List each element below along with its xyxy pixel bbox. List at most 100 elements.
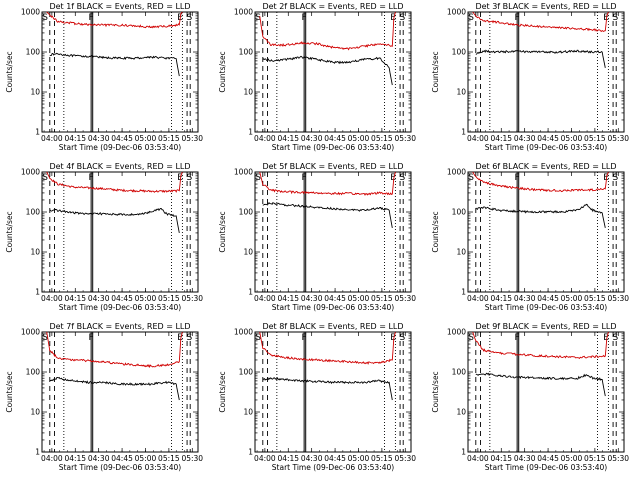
x-tick-label: 04:00 bbox=[41, 134, 63, 143]
marker-label-e: E bbox=[390, 333, 396, 343]
marker-label-f: F bbox=[89, 173, 94, 183]
y-axis-label: Counts/sec bbox=[218, 371, 227, 412]
y-tick-label: 10 bbox=[456, 88, 466, 97]
x-tick-label: 05:15 bbox=[371, 294, 393, 303]
marker-label-f: F bbox=[89, 333, 94, 343]
x-tick-label: 04:45 bbox=[111, 454, 133, 463]
marker-label-s: S bbox=[468, 173, 474, 183]
marker-label-f: F bbox=[515, 13, 520, 23]
y-axis-label: Counts/sec bbox=[5, 211, 14, 252]
plot-title: Det 4f BLACK = Events, RED = LLD bbox=[49, 162, 190, 171]
y-tick-label: 1 bbox=[35, 288, 40, 297]
y-axis-label: Counts/sec bbox=[5, 51, 14, 92]
lld-series-line bbox=[472, 171, 609, 193]
x-tick-label: 04:30 bbox=[514, 294, 536, 303]
x-tick-label: 05:15 bbox=[584, 294, 606, 303]
y-tick-label: 1000 bbox=[234, 8, 253, 17]
marker-label-e: E bbox=[390, 173, 396, 183]
lld-series-line bbox=[46, 171, 183, 193]
events-series-line bbox=[49, 376, 180, 401]
x-tick-label: 04:00 bbox=[467, 454, 489, 463]
x-tick-label: 04:15 bbox=[277, 294, 299, 303]
marker-label-f: F bbox=[89, 13, 94, 23]
x-tick-label: 04:15 bbox=[490, 454, 512, 463]
y-tick-label: 1 bbox=[35, 128, 40, 137]
y-tick-label: 100 bbox=[26, 208, 41, 217]
y-tick-label: 10 bbox=[243, 88, 253, 97]
x-tick-label: 05:30 bbox=[181, 454, 203, 463]
marker-label-s: S bbox=[187, 13, 193, 23]
detector-panel-4: Det 4f BLACK = Events, RED = LLD 1 10 100 10… bbox=[5, 162, 203, 312]
lld-series-line bbox=[46, 11, 183, 29]
x-tick-label: 05:30 bbox=[394, 454, 416, 463]
plot-frame bbox=[254, 11, 412, 133]
y-axis-label: Counts/sec bbox=[431, 371, 440, 412]
y-tick-label: 1 bbox=[461, 448, 466, 457]
y-tick-label: 10 bbox=[456, 408, 466, 417]
y-axis-label: Counts/sec bbox=[431, 51, 440, 92]
events-series-line bbox=[475, 49, 606, 68]
y-tick-label: 100 bbox=[26, 368, 41, 377]
x-tick-label: 05:00 bbox=[348, 454, 370, 463]
plot-title: Det 5f BLACK = Events, RED = LLD bbox=[262, 162, 403, 171]
x-tick-label: 05:00 bbox=[561, 454, 583, 463]
plot-frame bbox=[467, 331, 625, 453]
events-series-line bbox=[262, 55, 393, 86]
events-series-line bbox=[262, 201, 393, 228]
y-tick-label: 1 bbox=[248, 128, 253, 137]
x-tick-label: 04:45 bbox=[537, 134, 559, 143]
x-tick-label: 05:15 bbox=[371, 134, 393, 143]
y-tick-label: 1 bbox=[248, 288, 253, 297]
marker-label-f: F bbox=[515, 173, 520, 183]
detector-panel-8: Det 8f BLACK = Events, RED = LLD 1 10 100 10… bbox=[218, 322, 416, 472]
events-series-line bbox=[49, 208, 180, 233]
x-axis-label: Start Time (09-Dec-06 03:53:40) bbox=[485, 463, 607, 472]
y-tick-label: 1000 bbox=[21, 8, 40, 17]
y-tick-label: 10 bbox=[30, 88, 40, 97]
y-tick-label: 1 bbox=[461, 288, 466, 297]
marker-label-s: S bbox=[187, 173, 193, 183]
marker-label-e: E bbox=[390, 13, 396, 23]
y-tick-label: 10 bbox=[30, 408, 40, 417]
marker-label-s: S bbox=[400, 173, 406, 183]
detector-panel-1: Det 1f BLACK = Events, RED = LLD 1 10 100 10… bbox=[5, 2, 203, 152]
y-tick-label: 10 bbox=[243, 248, 253, 257]
x-tick-label: 05:30 bbox=[607, 134, 629, 143]
detector-panel-5: Det 5f BLACK = Events, RED = LLD 1 10 100 10… bbox=[218, 162, 416, 312]
x-tick-label: 05:00 bbox=[135, 294, 157, 303]
plot-frame bbox=[254, 331, 412, 453]
plot-title: Det 3f BLACK = Events, RED = LLD bbox=[475, 2, 616, 11]
x-tick-label: 04:45 bbox=[537, 294, 559, 303]
plot-title: Det 8f BLACK = Events, RED = LLD bbox=[262, 322, 403, 331]
lld-series-line bbox=[259, 171, 396, 196]
marker-label-s: S bbox=[42, 333, 48, 343]
x-tick-label: 04:00 bbox=[254, 454, 276, 463]
y-tick-label: 1 bbox=[248, 448, 253, 457]
x-tick-label: 04:30 bbox=[88, 294, 110, 303]
detector-panel-6: Det 6f BLACK = Events, RED = LLD 1 10 100 10… bbox=[431, 162, 629, 312]
y-tick-label: 100 bbox=[239, 48, 254, 57]
y-tick-label: 1000 bbox=[447, 168, 466, 177]
marker-label-s: S bbox=[42, 173, 48, 183]
x-tick-label: 04:45 bbox=[111, 134, 133, 143]
x-tick-label: 05:30 bbox=[607, 454, 629, 463]
x-tick-label: 05:15 bbox=[158, 134, 180, 143]
plot-title: Det 2f BLACK = Events, RED = LLD bbox=[262, 2, 403, 11]
x-axis-label: Start Time (09-Dec-06 03:53:40) bbox=[59, 303, 181, 312]
marker-label-s: S bbox=[613, 173, 619, 183]
y-tick-label: 100 bbox=[452, 208, 467, 217]
x-tick-label: 04:45 bbox=[537, 454, 559, 463]
marker-label-s: S bbox=[468, 13, 474, 23]
events-series-line bbox=[49, 52, 180, 77]
x-tick-label: 04:00 bbox=[467, 294, 489, 303]
lld-series-line bbox=[46, 331, 183, 369]
x-tick-label: 04:45 bbox=[324, 454, 346, 463]
y-tick-label: 1000 bbox=[21, 328, 40, 337]
plot-frame bbox=[41, 331, 199, 453]
marker-label-f: F bbox=[302, 333, 307, 343]
x-axis-label: Start Time (09-Dec-06 03:53:40) bbox=[59, 143, 181, 152]
y-tick-label: 1 bbox=[35, 448, 40, 457]
lld-series-line bbox=[472, 331, 609, 359]
y-tick-label: 1000 bbox=[447, 8, 466, 17]
